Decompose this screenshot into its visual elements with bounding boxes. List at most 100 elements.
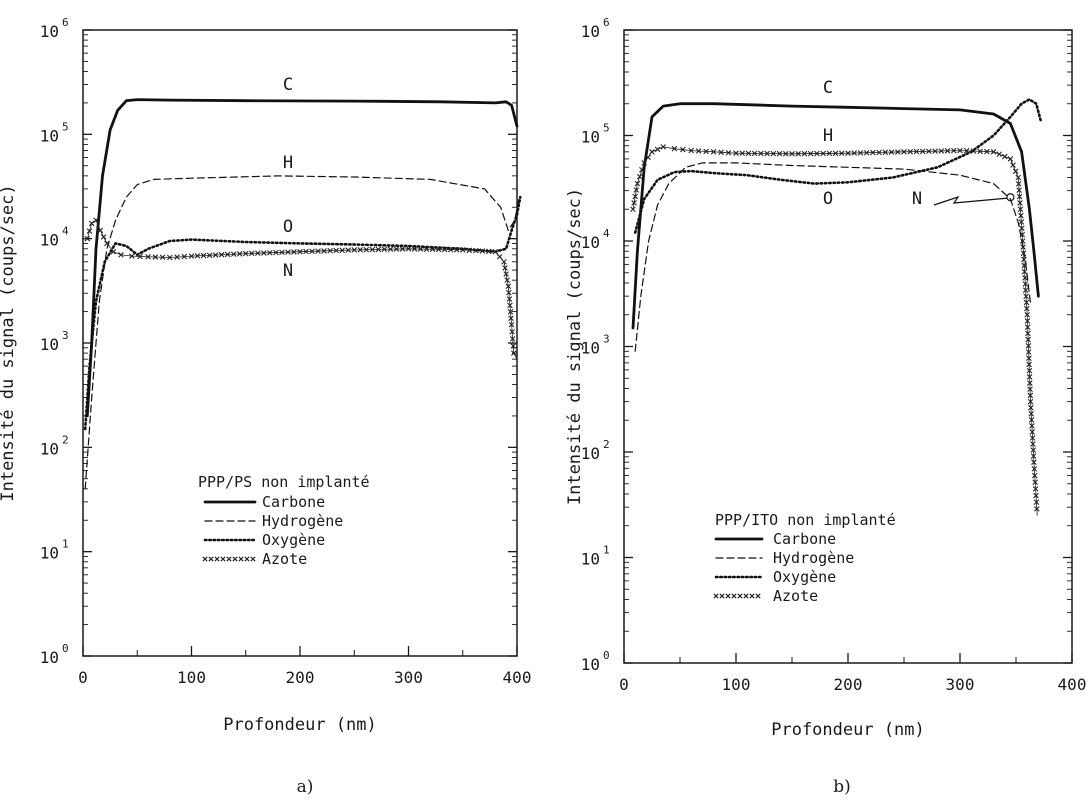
x-tick-label: 200	[834, 675, 863, 694]
y-tick-label-base: 10	[40, 126, 59, 145]
series-cross-mark	[1024, 311, 1030, 318]
series-cross-mark	[695, 148, 702, 154]
legend-swatch-cross	[731, 593, 737, 599]
series-cross-mark	[345, 247, 352, 253]
legend-entry: Carbone	[773, 530, 836, 548]
series-letter-H: H	[283, 153, 293, 173]
series-cross-mark	[255, 250, 261, 256]
y-tick-label-base: 10	[40, 231, 59, 250]
series-cross-mark	[507, 302, 513, 309]
series-cross-mark	[814, 150, 820, 157]
legend-title: PPP/PS non implanté	[198, 473, 370, 491]
series-cross-mark	[882, 149, 889, 156]
series-cross-mark	[267, 249, 273, 256]
series-cross-mark	[357, 247, 364, 253]
series-cross-mark	[1032, 479, 1038, 485]
series-cross-mark	[321, 248, 327, 254]
legend-swatch-cross	[743, 593, 749, 599]
series-cross-mark	[333, 247, 339, 254]
y-tick-label-exponent: 4	[62, 225, 69, 238]
series-cross-mark	[1031, 459, 1037, 466]
series-line-azote	[86, 219, 518, 360]
series-cross-mark	[1031, 466, 1038, 472]
series-line-carbone	[85, 98, 519, 418]
panel-b: 10 010 110 210 310 410 510 60 100 200 300 400Profon…	[565, 16, 1086, 797]
series-cross-mark	[1029, 423, 1035, 429]
series-cross-mark	[938, 148, 945, 154]
legend-entry: Oxygène	[262, 531, 325, 549]
x-tick-label: 0	[619, 675, 629, 694]
y-tick-label-base: 10	[581, 128, 600, 147]
series-cross-mark	[1026, 361, 1032, 368]
series-cross-mark	[990, 149, 997, 155]
series-cross-mark	[167, 254, 173, 261]
series-cross-mark	[758, 150, 764, 157]
x-tick-label: 100	[177, 668, 206, 687]
series-letter-N: N	[283, 261, 293, 281]
series-cross-mark	[751, 150, 758, 157]
series-cross-mark	[1021, 268, 1028, 275]
y-axis-label: Intensité du signal (coups/sec)	[565, 188, 585, 505]
y-tick-label-base: 10	[581, 339, 600, 358]
series-cross-mark	[688, 147, 694, 154]
series-cross-mark	[718, 149, 724, 156]
series-cross-mark	[423, 246, 430, 252]
series-cross-mark	[950, 147, 957, 154]
series-cross-mark	[1015, 174, 1022, 181]
legend-entry: Hydrogène	[773, 549, 854, 567]
series-cross-mark	[399, 246, 406, 252]
series-cross-mark	[509, 336, 516, 342]
y-axis-label: Intensité du signal (coups/sec)	[0, 184, 18, 501]
series-cross-mark	[381, 246, 388, 253]
y-tick-label-exponent: 0	[62, 642, 69, 655]
series-cross-mark	[820, 150, 826, 157]
series-cross-mark	[508, 321, 515, 328]
series-cross-mark	[504, 277, 511, 283]
series-cross-mark	[86, 228, 93, 234]
y-tick-label-exponent: 2	[62, 433, 69, 446]
series-cross-mark	[351, 247, 358, 253]
series-cross-mark	[634, 180, 641, 187]
legend-swatch-cross	[238, 556, 244, 562]
series-cross-mark	[770, 150, 777, 157]
series-cross-mark	[977, 148, 983, 155]
series-line-hydrogène	[634, 162, 1032, 352]
legend-swatch-cross	[208, 556, 214, 562]
series-cross-mark	[502, 265, 508, 271]
y-tick-label-base: 10	[581, 655, 600, 674]
series-cross-mark	[291, 249, 297, 255]
y-tick-label-exponent: 5	[62, 120, 69, 133]
series-cross-mark	[152, 254, 159, 260]
y-tick-label-base: 10	[40, 439, 59, 458]
series-cross-mark	[876, 149, 882, 156]
legend-entry: Azote	[262, 550, 307, 568]
series-cross-mark	[633, 187, 640, 193]
x-tick-label: 400	[1058, 675, 1087, 694]
series-cross-mark	[970, 148, 977, 154]
series-cross-mark	[503, 271, 509, 277]
panel-caption: b)	[833, 777, 851, 797]
series-cross-mark	[888, 149, 895, 155]
series-cross-mark	[411, 246, 418, 252]
series-cross-mark	[1021, 256, 1027, 263]
series-cross-mark	[110, 248, 117, 255]
y-tick-label-exponent: 4	[603, 227, 610, 240]
hydrogen-marker-circle	[1006, 193, 1015, 202]
y-tick-label-exponent: 0	[603, 649, 610, 662]
series-cross-mark	[984, 148, 990, 155]
y-tick-label-base: 10	[40, 544, 59, 563]
series-cross-mark	[1002, 153, 1008, 160]
series-cross-mark	[926, 148, 932, 155]
series-cross-mark	[242, 250, 249, 257]
series-cross-mark	[1022, 281, 1029, 287]
series-cross-mark	[104, 240, 110, 247]
series-letter-O: O	[283, 217, 293, 237]
series-cross-mark	[932, 148, 938, 154]
legend-swatch-cross	[719, 593, 725, 599]
x-tick-label: 200	[286, 668, 315, 687]
series-cross-mark	[459, 247, 466, 253]
series-cross-mark	[129, 253, 135, 259]
series-cross-mark	[957, 147, 963, 154]
series-cross-mark	[1018, 219, 1025, 225]
series-cross-mark	[447, 246, 454, 253]
